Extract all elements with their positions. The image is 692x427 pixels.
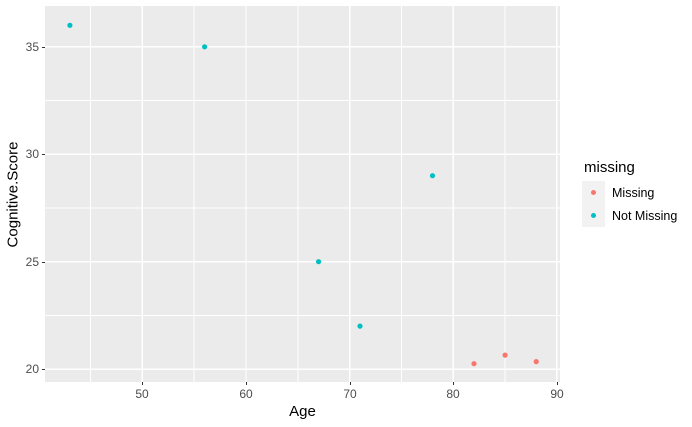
x-axis-tick-label: 50 bbox=[135, 387, 149, 401]
data-point-missing bbox=[502, 352, 508, 358]
x-axis-tick-label: 70 bbox=[343, 387, 357, 401]
legend-point-icon bbox=[591, 190, 596, 195]
legend-item-label: Missing bbox=[612, 185, 655, 200]
data-point-not-missing bbox=[202, 44, 208, 50]
y-axis-tick-mark bbox=[42, 154, 45, 155]
x-axis-tick-mark bbox=[142, 382, 143, 385]
plot-canvas bbox=[45, 6, 560, 382]
data-point-not-missing bbox=[429, 173, 436, 179]
data-point-missing bbox=[471, 361, 477, 367]
y-axis-tick-label: 35 bbox=[25, 40, 39, 54]
legend-point-icon bbox=[591, 213, 596, 218]
data-point-missing bbox=[533, 359, 539, 365]
y-axis-title-wrap: Cognitive.Score bbox=[0, 6, 26, 382]
legend-item-label: Not Missing bbox=[612, 208, 678, 223]
data-point-not-missing bbox=[67, 22, 73, 28]
legend-key bbox=[582, 204, 605, 227]
y-axis-tick-label: 25 bbox=[25, 255, 39, 269]
data-point-not-missing bbox=[316, 259, 322, 265]
x-axis-tick-mark bbox=[453, 382, 454, 385]
x-axis-tick-label: 90 bbox=[550, 387, 564, 401]
legend-item-missing: Missing bbox=[582, 181, 677, 204]
legend-title: missing bbox=[584, 159, 635, 176]
y-axis-tick-mark bbox=[42, 262, 45, 263]
y-axis-tick-label: 30 bbox=[25, 147, 39, 161]
x-axis-tick-label: 60 bbox=[239, 387, 253, 401]
x-axis-title: Age bbox=[289, 403, 316, 420]
x-axis-tick-mark bbox=[246, 382, 247, 385]
legend-item-not-missing: Not Missing bbox=[582, 204, 677, 227]
y-axis-tick-label: 20 bbox=[25, 362, 39, 376]
data-point-not-missing bbox=[357, 323, 363, 329]
y-axis-tick-mark bbox=[42, 47, 45, 48]
plot-panel bbox=[45, 6, 560, 382]
y-axis-tick-mark bbox=[42, 369, 45, 370]
x-axis-tick-mark bbox=[350, 382, 351, 385]
legend-items: Missing Not Missing bbox=[582, 181, 677, 227]
legend-key bbox=[582, 181, 605, 204]
x-axis-tick-mark bbox=[557, 382, 558, 385]
x-axis-tick-label: 80 bbox=[446, 387, 460, 401]
legend: missing Missing Not Missing bbox=[582, 159, 677, 227]
